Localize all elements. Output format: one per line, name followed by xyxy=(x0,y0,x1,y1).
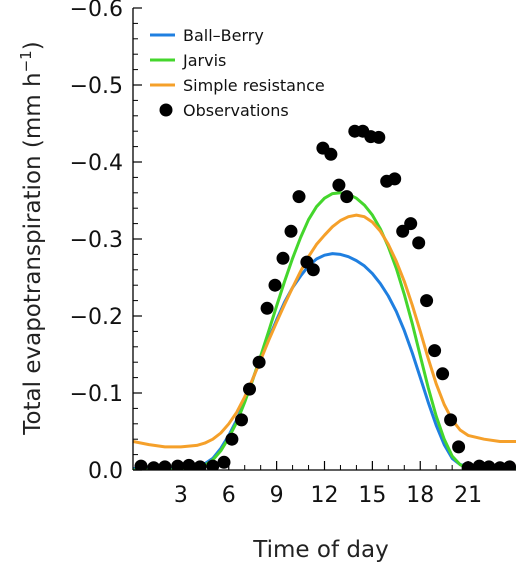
observation-point xyxy=(372,130,386,144)
legend-label-simple-resistance: Simple resistance xyxy=(183,76,325,95)
y-axis-label-close: ) xyxy=(20,41,46,50)
observation-point xyxy=(284,224,298,238)
y-axis-label: Total evapotranspiration (mm h−1) xyxy=(17,41,46,435)
series-line-simple-resistance xyxy=(133,213,516,449)
y-tick-label: −0.4 xyxy=(70,151,123,176)
x-tick-label: 3 xyxy=(174,483,188,508)
x-tick-label: 9 xyxy=(270,483,284,508)
observation-point xyxy=(252,355,266,369)
legend-label-jarvis: Jarvis xyxy=(182,51,226,70)
legend-swatch-observations xyxy=(159,103,173,117)
observation-point xyxy=(388,172,402,186)
observation-point xyxy=(276,251,290,265)
y-tick-label: −0.3 xyxy=(70,228,123,253)
y-axis-label-exponent: −1 xyxy=(17,50,35,72)
observation-point xyxy=(324,147,338,161)
observation-point xyxy=(182,458,196,470)
legend: Ball–Berry Jarvis Simple resistance Observa… xyxy=(150,26,325,120)
observation-point xyxy=(206,459,220,470)
observation-point xyxy=(217,455,231,469)
x-tick-label: 12 xyxy=(311,483,339,508)
observation-point xyxy=(243,382,256,396)
observation-point xyxy=(193,460,207,470)
x-tick-label: 18 xyxy=(406,483,434,508)
observation-point xyxy=(340,190,354,204)
legend-label-ball-berry: Ball–Berry xyxy=(183,26,264,45)
observation-point xyxy=(482,460,496,470)
y-tick-label: −0.1 xyxy=(70,382,123,407)
observation-point xyxy=(134,459,148,470)
observation-point xyxy=(268,278,282,292)
x-axis-label: Time of day xyxy=(252,537,388,563)
observation-point xyxy=(225,432,239,446)
observation-point xyxy=(503,460,516,470)
observation-point xyxy=(452,440,466,454)
observation-point xyxy=(332,178,346,192)
series-layer xyxy=(133,124,516,470)
x-tick-label: 6 xyxy=(222,483,236,508)
series-line-jarvis xyxy=(133,191,516,470)
x-tick-label: 15 xyxy=(358,483,386,508)
observation-point xyxy=(235,413,248,427)
observation-point xyxy=(436,367,450,381)
observation-point xyxy=(404,217,418,231)
observation-point xyxy=(412,236,426,250)
observation-point xyxy=(420,294,434,308)
axis-ticks: 0.0 −0.1 −0.2 −0.3 −0.4 −0.5 −0.6 3 6 9 12 15 18 21 xyxy=(70,0,501,508)
observation-point xyxy=(260,301,274,315)
y-tick-label: −0.5 xyxy=(70,74,123,99)
observation-point xyxy=(292,190,306,204)
x-tick-label: 21 xyxy=(454,483,482,508)
observation-point xyxy=(428,344,442,358)
observation-point xyxy=(396,224,410,238)
observation-point xyxy=(306,263,320,277)
y-tick-label: 0.0 xyxy=(88,459,123,484)
legend-label-observations: Observations xyxy=(183,101,289,120)
observation-point xyxy=(147,461,161,470)
y-axis-label-main: Total evapotranspiration (mm h xyxy=(20,72,46,435)
y-tick-label: −0.2 xyxy=(70,305,123,330)
series-line-ball-berry xyxy=(133,252,516,470)
observation-point xyxy=(444,413,458,427)
y-tick-label: −0.6 xyxy=(70,0,123,22)
